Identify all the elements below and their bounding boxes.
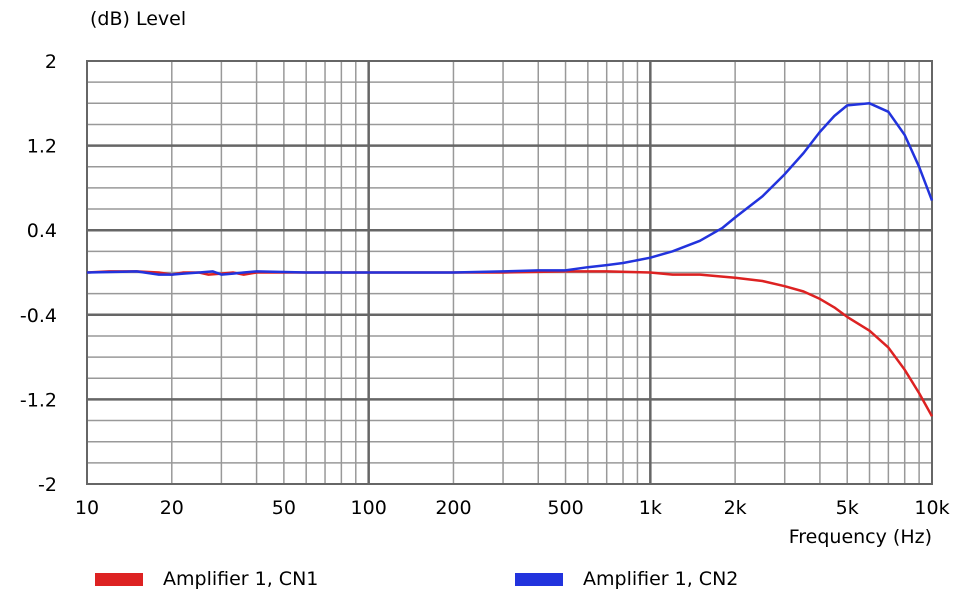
x-tick-label: 10k	[914, 497, 949, 519]
legend-swatch-cn1	[95, 572, 143, 586]
legend-item-cn2: Amplifier 1, CN2	[515, 568, 738, 590]
x-tick-label: 5k	[836, 497, 859, 519]
major-grid	[87, 61, 932, 484]
y-tick-label: -1.2	[20, 389, 57, 411]
x-tick-labels: 10 20 50 100 200 500 1k 2k 5k 10k	[75, 497, 950, 519]
x-tick-label: 20	[160, 497, 184, 519]
x-tick-label: 2k	[724, 497, 747, 519]
legend-swatch-cn2	[515, 572, 563, 586]
y-tick-label: 0.4	[27, 220, 57, 242]
y-tick-label: 2	[45, 51, 57, 73]
y-axis-label: (dB) Level	[90, 8, 186, 30]
series-line-cn2	[86, 102, 934, 276]
legend-item-cn1: Amplifier 1, CN1	[95, 568, 318, 590]
x-tick-label: 500	[547, 497, 583, 519]
legend-label-cn2: Amplifier 1, CN2	[583, 568, 739, 590]
legend-label-cn1: Amplifier 1, CN1	[163, 568, 319, 590]
y-tick-label: -2	[38, 474, 57, 496]
y-tick-label: 1.2	[27, 136, 57, 158]
x-tick-label: 10	[75, 497, 99, 519]
y-tick-labels: 2 1.2 0.4 -0.4 -1.2 -2	[20, 51, 57, 496]
y-tick-label: -0.4	[20, 305, 57, 327]
x-tick-label: 1k	[639, 497, 662, 519]
x-axis-label: Frequency (Hz)	[789, 526, 932, 548]
x-tick-label: 200	[435, 497, 471, 519]
x-tick-label: 50	[272, 497, 296, 519]
x-tick-label: 100	[351, 497, 387, 519]
series-lines	[86, 102, 934, 417]
